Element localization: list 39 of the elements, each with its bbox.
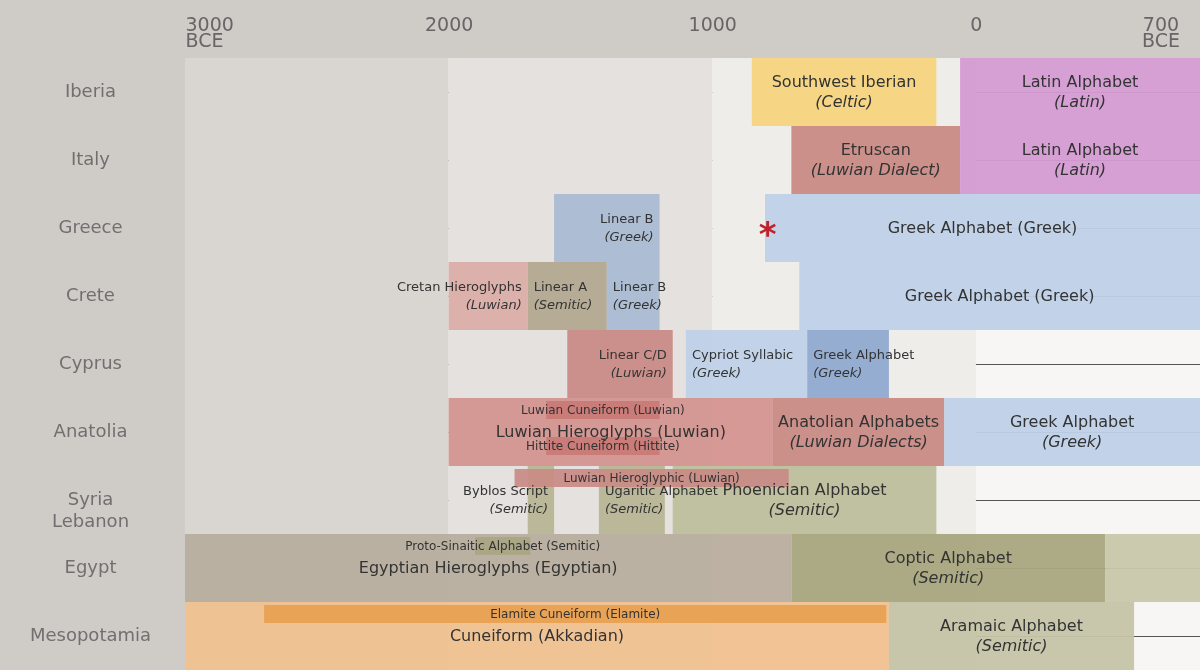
- y-tick-label: Cyprus: [59, 352, 122, 373]
- text: Anatolian Alphabets (Luwian Dialects): [778, 412, 940, 451]
- text: Cypriot Syllabic (Greek): [691, 347, 794, 380]
- x-tick-label: 3000 BCE: [185, 12, 234, 51]
- y-tick-label: Egypt: [64, 556, 117, 577]
- text: Aramaic Alphabet (Semitic): [940, 616, 1083, 655]
- text: Linear B (Greek): [600, 211, 654, 244]
- y-tick-label: Crete: [66, 284, 115, 305]
- text: Southwest Iberian (Celtic): [771, 72, 917, 111]
- series-label: Luwian Cuneiform (Luwian): [521, 403, 685, 417]
- x-tick-label: 700 BCE: [1141, 12, 1180, 51]
- x-tick-label: 2000: [424, 12, 474, 35]
- text: Latin Alphabet (Latin): [1021, 140, 1139, 179]
- series-label: Greek Alphabet (Greek): [887, 218, 1078, 237]
- y-tick-label: Anatolia: [53, 420, 128, 441]
- series-label: Greek Alphabet (Greek): [904, 286, 1095, 305]
- series-label: Cuneiform (Akkadian): [449, 626, 625, 645]
- y-tick-label: Greece: [58, 216, 123, 237]
- annotation: *: [758, 214, 777, 254]
- text: Byblos Script (Semitic): [463, 483, 549, 516]
- text: Coptic Alphabet (Semitic): [884, 548, 1012, 587]
- series-label: Egyptian Hieroglyphs (Egyptian): [358, 558, 618, 577]
- series-label: Proto-Sinaitic Alphabet (Semitic): [405, 539, 601, 553]
- text: Linear A (Semitic): [533, 279, 593, 312]
- x-tick-label: 0: [970, 12, 983, 35]
- text: Etruscan (Luwian Dialect): [810, 140, 941, 179]
- y-tick-label: Syria Lebanon: [51, 488, 130, 531]
- text: Ugaritic Alphabet (Semitic): [604, 483, 718, 516]
- text: Latin Alphabet (Latin): [1021, 72, 1139, 111]
- text: Linear B (Greek): [612, 279, 667, 312]
- y-tick-label: Mesopotamia: [29, 624, 152, 645]
- text: Cretan Hieroglyphs (Luwian): [396, 279, 522, 312]
- x-tick-label: 1000: [688, 12, 737, 35]
- y-tick-label: Italy: [70, 148, 111, 169]
- y-tick-label: Iberia: [64, 80, 117, 101]
- text: Greek Alphabet (Greek): [1009, 412, 1135, 451]
- series-label: Elamite Cuneiform (Elamite): [490, 607, 661, 621]
- series-label: Luwian Hieroglyphs (Luwian): [495, 422, 726, 441]
- text: Linear C/D (Luwian): [598, 347, 667, 380]
